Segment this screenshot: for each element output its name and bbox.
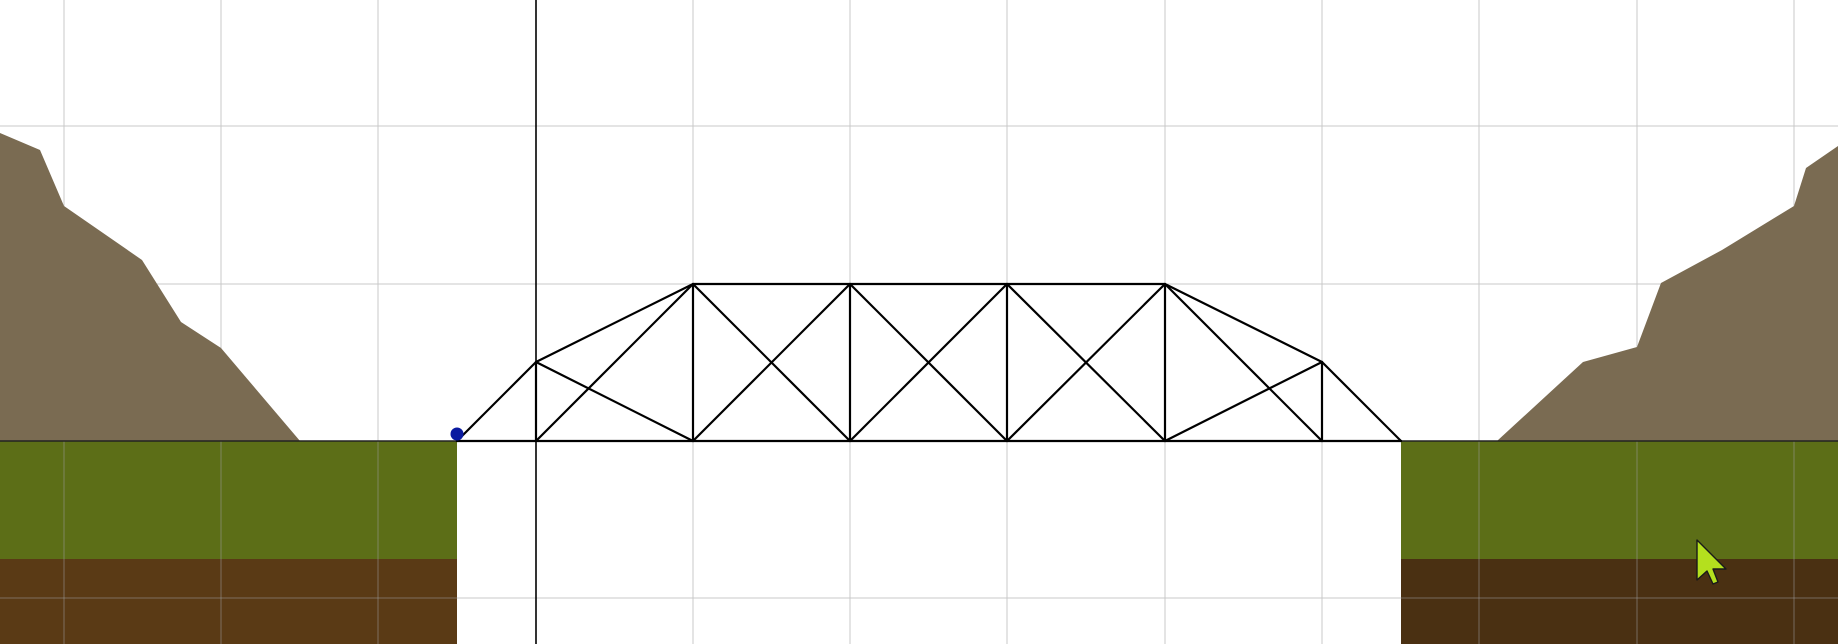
- truss-member[interactable]: [1163, 282, 1324, 443]
- truss-member[interactable]: [1163, 282, 1324, 364]
- truss-member[interactable]: [534, 282, 695, 364]
- truss-member[interactable]: [534, 360, 695, 443]
- left-soil: [0, 559, 457, 644]
- truss-member[interactable]: [691, 282, 852, 443]
- truss-member[interactable]: [848, 282, 1009, 443]
- right-grass-bank: [1401, 441, 1838, 559]
- anchor-joint-icon[interactable]: [450, 427, 464, 441]
- right-soil: [1401, 559, 1838, 644]
- truss-member[interactable]: [534, 282, 695, 443]
- arrow-cursor-icon: [1696, 539, 1727, 585]
- left-cliff: [0, 133, 300, 441]
- truss-member[interactable]: [455, 360, 538, 443]
- truss-member[interactable]: [1163, 360, 1324, 443]
- bridge-truss[interactable]: [455, 282, 1403, 443]
- terrain: [0, 133, 1838, 644]
- left-grass-bank: [0, 441, 457, 559]
- truss-member[interactable]: [1005, 282, 1167, 443]
- right-cliff: [1497, 146, 1838, 441]
- truss-member[interactable]: [1320, 360, 1403, 443]
